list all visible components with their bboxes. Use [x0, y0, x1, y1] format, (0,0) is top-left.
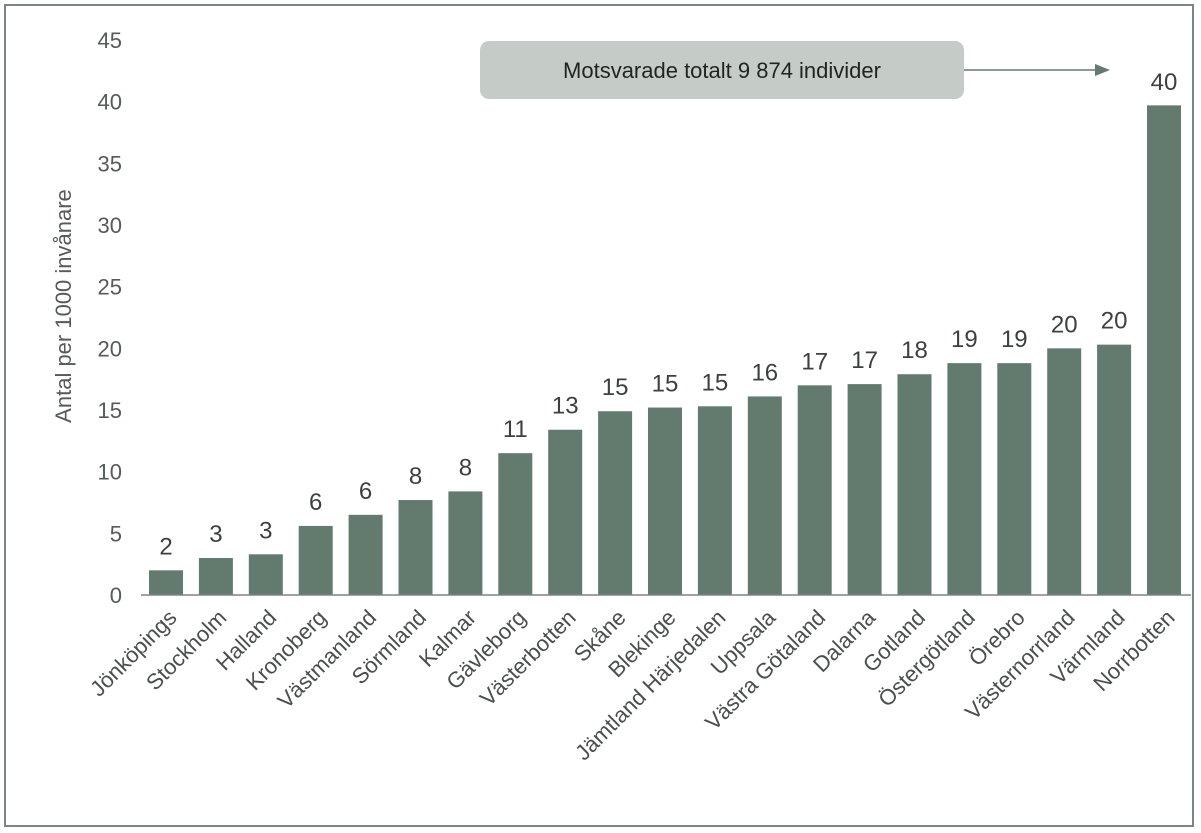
bar-value-label: 8: [459, 454, 472, 481]
bar: [847, 384, 882, 595]
bar-value-label: 18: [901, 337, 928, 364]
bar: [947, 363, 982, 595]
annotation-box: [480, 41, 964, 99]
annotation: Motsvarade totalt 9 874 individer: [480, 41, 1110, 99]
bar: [448, 491, 483, 595]
bar: [398, 500, 433, 595]
y-tick-label: 40: [98, 90, 122, 115]
bar: [648, 407, 682, 595]
bar-value-label: 15: [602, 374, 629, 401]
bar-value-label: 20: [1051, 311, 1078, 338]
bar: [797, 385, 832, 595]
y-tick-label: 5: [110, 521, 122, 546]
bar-value-label: 6: [359, 478, 372, 505]
bar-value-label: 17: [801, 348, 828, 375]
bar-value-label: 11: [503, 416, 528, 443]
bar-value-label: 15: [702, 369, 729, 396]
bar: [997, 363, 1032, 595]
bar-chart: 0 5 10 15 20 25 30 35 40 45 Antal per 1000 invåna…: [51, 28, 1191, 765]
bars: [149, 105, 1181, 595]
y-axis: 0 5 10 15 20 25 30 35 40 45: [98, 28, 122, 608]
bar-value-label: 15: [652, 371, 679, 398]
bar-value-label: 3: [259, 517, 272, 544]
bar-value-label: 3: [209, 521, 222, 548]
x-axis-labels: JönköpingsStockholmHallandKronobergVästm…: [85, 604, 1179, 765]
bar: [348, 514, 383, 595]
annotation-arrowhead: [1095, 64, 1110, 76]
bar: [1097, 344, 1132, 595]
y-tick-label: 45: [98, 28, 122, 53]
y-axis-label: Antal per 1000 invånare: [51, 189, 76, 423]
bar-value-label: 8: [409, 463, 422, 490]
bar: [747, 396, 782, 595]
bar: [1047, 348, 1082, 595]
bar: [298, 525, 333, 595]
bar-value-label: 2: [159, 533, 172, 560]
bar-value-label: 40: [1151, 69, 1178, 96]
bar-value-label: 6: [309, 489, 322, 516]
bar: [498, 453, 533, 595]
y-tick-label: 20: [98, 336, 122, 361]
chart-frame: 0 5 10 15 20 25 30 35 40 45 Antal per 1000 invåna…: [4, 4, 1194, 827]
bar: [248, 554, 283, 595]
bar-value-label: 19: [951, 326, 978, 353]
value-labels: 2 3 3 6 6 8 8 11 13 15 15 15 16 17 17 18 19 19 20 20 40: [159, 69, 1177, 560]
y-tick-label: 30: [98, 213, 122, 238]
bar: [548, 429, 583, 595]
bar: [697, 406, 732, 595]
bar: [198, 558, 233, 595]
y-tick-label: 25: [98, 275, 122, 300]
bar: [897, 374, 932, 595]
bar-value-label: 19: [1001, 326, 1028, 353]
y-tick-label: 35: [98, 151, 122, 176]
annotation-text: Motsvarade totalt 9 874 individer: [563, 58, 881, 83]
bar-value-label: 20: [1101, 308, 1128, 335]
bar: [598, 411, 633, 595]
bar: [149, 570, 183, 595]
bar-value-label: 17: [851, 347, 878, 374]
y-tick-label: 10: [98, 460, 122, 485]
bar-value-label: 13: [552, 393, 579, 420]
bar-value-label: 16: [751, 359, 778, 386]
bar: [1147, 105, 1181, 595]
y-tick-label: 0: [110, 583, 122, 608]
y-tick-label: 15: [98, 398, 122, 423]
